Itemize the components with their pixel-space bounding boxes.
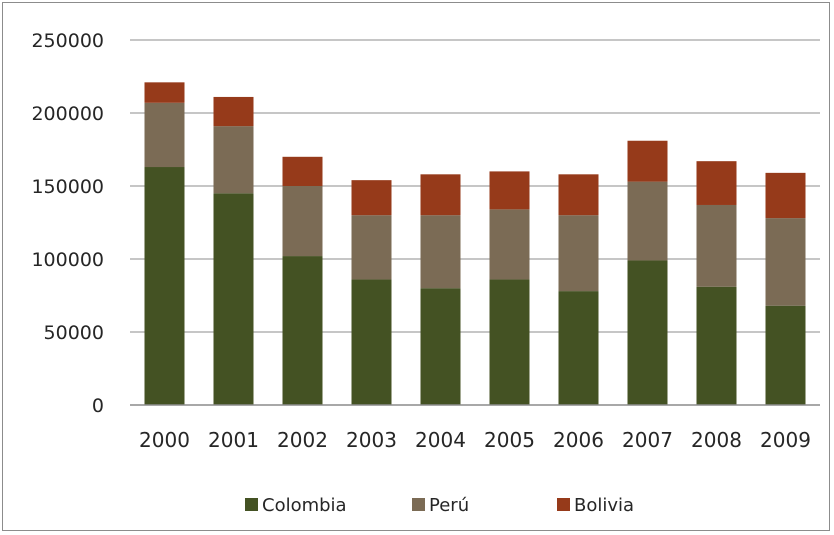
bar-bolivia-2007: [627, 140, 668, 182]
bar-bolivia-2002: [282, 156, 323, 186]
legend-label: Colombia: [262, 495, 347, 516]
x-tick-label: 2009: [760, 428, 811, 452]
legend-swatch: [557, 498, 570, 511]
bar-bolivia-2003: [351, 180, 392, 216]
bar-per-2004: [420, 215, 461, 289]
x-axis-ticks: 2000 2001 2002 2003 2004 2005 2006 2007 2008 2009: [139, 428, 811, 452]
bar-bolivia-2004: [420, 174, 461, 216]
bar-per-2008: [696, 204, 737, 287]
bar-colombia-2003: [351, 279, 392, 405]
bar-colombia-2004: [420, 288, 461, 405]
legend-swatch: [412, 498, 425, 511]
x-tick-label: 2003: [346, 428, 397, 452]
legend-label: Perú: [429, 495, 469, 516]
x-tick-label: 2005: [484, 428, 535, 452]
bar-per-2005: [489, 209, 530, 280]
bar-bolivia-2006: [558, 174, 599, 216]
x-tick-label: 2004: [415, 428, 466, 452]
bars: [144, 82, 806, 405]
bar-bolivia-2000: [144, 82, 185, 103]
x-tick-label: 2001: [208, 428, 259, 452]
y-tick-label: 250000: [31, 30, 104, 52]
x-tick-label: 2006: [553, 428, 604, 452]
bar-colombia-2008: [696, 286, 737, 405]
bar-per-2000: [144, 102, 185, 168]
bar-per-2006: [558, 215, 599, 292]
bar-per-2009: [765, 218, 806, 306]
y-tick-label: 100000: [31, 249, 104, 271]
bar-bolivia-2001: [213, 96, 254, 127]
y-tick-label: 200000: [31, 103, 104, 125]
y-tick-label: 150000: [31, 176, 104, 198]
x-tick-label: 2002: [277, 428, 328, 452]
bar-colombia-2001: [213, 193, 254, 405]
bar-per-2007: [627, 181, 668, 261]
legend: Colombia Perú Bolivia: [245, 495, 634, 516]
bar-colombia-2007: [627, 260, 668, 405]
bar-per-2001: [213, 126, 254, 194]
y-tick-label: 0: [92, 395, 104, 417]
x-tick-label: 2008: [691, 428, 742, 452]
bar-colombia-2009: [765, 305, 806, 405]
bar-per-2003: [351, 215, 392, 280]
legend-label: Bolivia: [574, 495, 634, 516]
x-tick-label: 2007: [622, 428, 673, 452]
y-tick-label: 50000: [44, 322, 104, 344]
bar-bolivia-2008: [696, 161, 737, 205]
y-axis-ticks: 0 50000 100000 150000 200000 250000: [31, 30, 104, 417]
bar-colombia-2005: [489, 279, 530, 405]
bar-colombia-2002: [282, 256, 323, 405]
bar-per-2002: [282, 186, 323, 257]
bar-bolivia-2009: [765, 172, 806, 219]
legend-swatch: [245, 498, 258, 511]
bar-bolivia-2005: [489, 171, 530, 210]
bar-colombia-2006: [558, 291, 599, 405]
x-tick-label: 2000: [139, 428, 190, 452]
bar-colombia-2000: [144, 167, 185, 405]
